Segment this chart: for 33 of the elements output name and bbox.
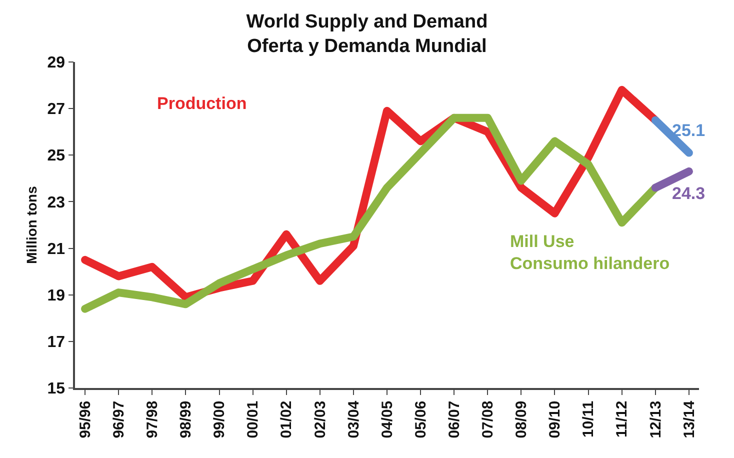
- text: Production: [157, 94, 247, 113]
- y-tick-label: 23: [47, 194, 66, 212]
- x-tick-label: 12/13: [647, 400, 664, 438]
- x-tick-label: 02/03: [312, 400, 329, 438]
- x-tick-label: 07/08: [480, 400, 497, 438]
- x-tick-label: 03/04: [345, 400, 362, 438]
- y-tick-label: 27: [47, 101, 66, 118]
- data-label: 24.3: [672, 184, 706, 203]
- x-tick-label: 00/01: [244, 400, 262, 438]
- y-axis-title: Million tons: [24, 186, 40, 264]
- data-label: 25.1: [672, 121, 706, 140]
- x-tick-label: 08/09: [513, 400, 530, 438]
- x-tick-label: 13/14: [680, 400, 698, 438]
- text: Mill Use Consumo hilandero: [510, 232, 670, 274]
- x-tick-label: 11/12: [614, 400, 631, 438]
- x-tick-label: 98/99: [178, 400, 195, 438]
- x-tick-label: 04/05: [378, 400, 396, 438]
- y-tick-label: 21: [47, 240, 66, 258]
- chart-title: World Supply and Demand Oferta y Demanda Mundial: [246, 11, 488, 58]
- x-tick-label: 09/10: [546, 400, 564, 438]
- y-tick-label: 25: [47, 148, 66, 165]
- x-tick-label: 10/11: [580, 400, 598, 438]
- x-tick-label: 05/06: [412, 400, 430, 438]
- x-tick-label: 99/00: [211, 400, 228, 438]
- x-tick-label: 97/98: [144, 400, 162, 438]
- y-tick-label: 29: [47, 54, 66, 72]
- x-tick-label: 01/02: [278, 400, 296, 438]
- x-tick-label: 95/96: [76, 400, 94, 438]
- x-tick-label: 96/97: [110, 400, 128, 438]
- x-tick-label: 06/07: [446, 400, 463, 438]
- y-tick-label: 15: [47, 380, 66, 398]
- y-tick-label: 19: [47, 287, 66, 304]
- y-tick-label: 17: [47, 334, 66, 352]
